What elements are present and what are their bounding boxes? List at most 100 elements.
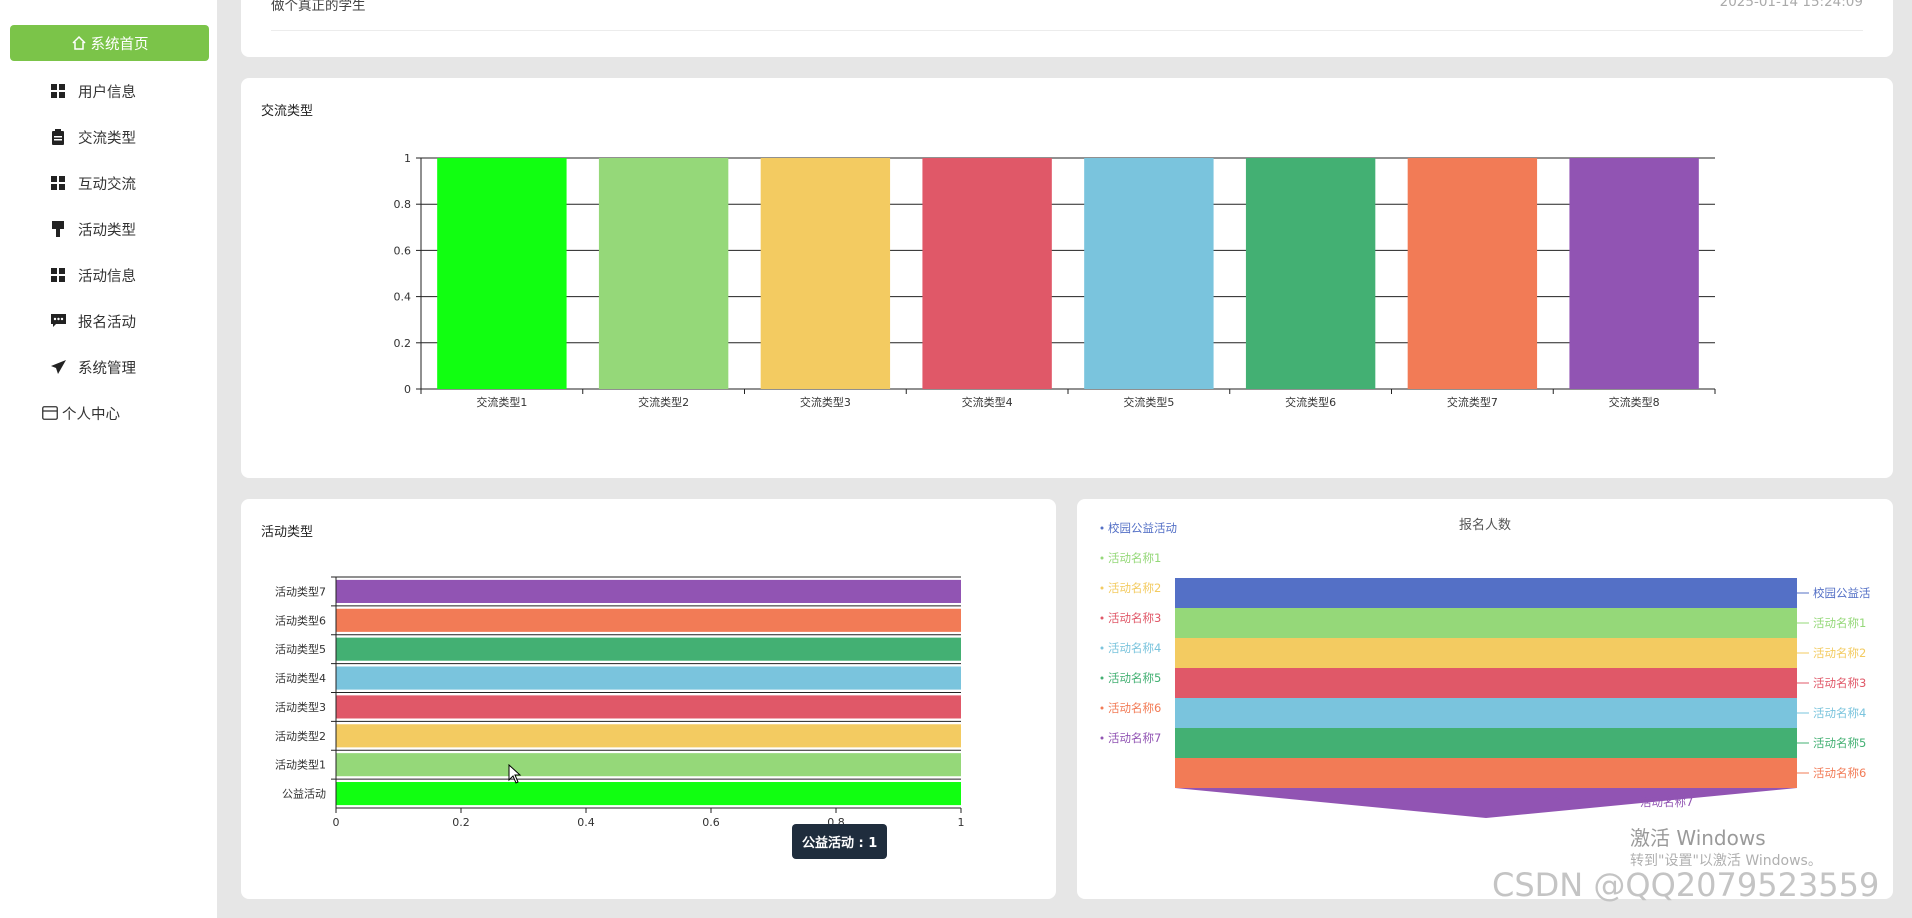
bar [336,753,961,777]
bar [1245,158,1376,389]
grid-icon [50,267,66,283]
y-tick-label: 公益活动 [282,787,326,801]
x-tick-label: 0 [333,816,340,829]
y-tick-label: 0.6 [394,244,412,257]
bar [1084,158,1214,389]
bar [336,666,961,690]
funnel-label: 活动名称6 [1813,766,1866,780]
notice-title: 做个真正的学生 [271,0,366,14]
chart-tooltip: 公益活动 : 1 [792,824,888,859]
funnel-label: 活动名称1 [1813,616,1866,630]
funnel-label: 活动名称4 [1813,706,1866,720]
y-tick-label: 0.4 [394,291,412,304]
brush-icon [50,221,66,237]
legend-marker [1100,736,1104,740]
signup-count-panel: 报名人数 校园公益活动 活动名称1 活动名称2 活动名称3 活动名称4 活动名称5 活动名称6… [1077,499,1893,899]
legend-marker [1100,676,1104,680]
legend-marker [1100,706,1104,710]
legend-item: 活动名称4 [1108,641,1161,655]
legend-marker [1100,556,1104,560]
legend-item: 校园公益活动 [1108,521,1177,535]
legend-item: 活动名称3 [1108,611,1161,625]
bar [336,695,961,719]
legend-item: 活动名称6 [1108,701,1161,715]
legend-marker [1100,616,1104,620]
x-tick-label: 1 [958,816,965,829]
legend-item: 活动名称2 [1108,581,1161,595]
legend-marker [1100,586,1104,590]
bar [336,724,961,748]
bar [598,158,729,389]
mouse-cursor-icon [508,764,522,784]
activity-type-panel: 活动类型 公益活动 活动类型1 活动类型2 活动类型3 活动类型4 活动类型5 活动类型6 活… [241,499,1056,899]
send-icon [50,359,66,375]
home-icon [71,35,87,51]
sidebar-item-signup[interactable]: 报名活动 [10,303,209,339]
y-tick-label: 0.8 [394,198,412,211]
csdn-watermark: CSDN @QQ2079523559 [1492,866,1880,904]
x-tick-label: 交流类型5 [1123,395,1174,409]
activity-type-chart: 公益活动 活动类型1 活动类型2 活动类型3 活动类型4 活动类型5 活动类型6 活动类型7 0… [275,576,965,829]
panel-title: 交流类型 [261,104,314,119]
sidebar-item-activity-type[interactable]: 活动类型 [10,211,209,247]
windows-activation-hint: 转到"设置"以激活 Windows。 [1630,853,1822,869]
sidebar-item-activity-info[interactable]: 活动信息 [10,257,209,293]
legend-item: 活动名称5 [1108,671,1161,685]
sidebar-item-profile[interactable]: 个人中心 [10,395,209,431]
card-icon [42,405,58,421]
sidebar-item-home[interactable]: 系统首页 [10,25,209,61]
y-tick-label: 1 [404,152,411,165]
sidebar-item-label: 个人中心 [62,406,120,423]
y-tick-label: 活动类型4 [275,671,326,685]
funnel-segment [1175,788,1797,818]
sidebar-item-exchange-type[interactable]: 交流类型 [10,119,209,155]
x-tick-label: 0.6 [702,816,720,829]
x-tick-label: 交流类型8 [1609,395,1660,409]
bar [1407,158,1538,389]
x-tick-label: 交流类型4 [962,395,1013,409]
sidebar-item-label: 互动交流 [78,176,136,193]
x-tick-label: 交流类型1 [476,395,527,409]
panel-title: 活动类型 [261,525,314,540]
bar [336,637,961,661]
clipboard-icon [50,129,66,145]
exchange-type-chart: 0 0.2 0.4 0.6 0.8 1 交流类型1 交流类型2 交流类型3 交流类型4 交流类型5 交… [394,152,1716,409]
funnel-segment [1175,758,1797,788]
sidebar-item-label: 活动信息 [78,268,136,285]
notice-panel: 做个真正的学生 2025-01-14 15:24:09 [241,0,1893,57]
bar [336,608,961,632]
list-item[interactable]: 做个真正的学生 2025-01-14 15:24:09 [271,0,1863,31]
x-tick-label: 0.4 [577,816,595,829]
funnel-segment [1175,728,1797,758]
sidebar-item-user-info[interactable]: 用户信息 [10,73,209,109]
bar [336,782,961,806]
y-tick-label: 0 [404,383,411,396]
exchange-type-panel: 交流类型 0 0.2 0.4 0.6 0.8 1 交流类型1 交流类型2 交流类型3 交流类型4 交… [241,78,1893,478]
label-line [1546,797,1638,803]
bar [437,158,567,389]
bar [922,158,1052,389]
x-tick-label: 交流类型3 [800,395,851,409]
bar [760,158,891,389]
legend-item: 活动名称1 [1108,551,1161,565]
x-tick-label: 0.2 [452,816,470,829]
windows-activation-watermark: 激活 Windows [1630,826,1766,850]
y-tick-label: 活动类型3 [275,700,326,714]
y-tick-label: 活动类型2 [275,729,326,743]
y-tick-label: 活动类型5 [275,642,326,656]
y-tick-label: 0.2 [394,337,412,350]
sidebar-item-system[interactable]: 系统管理 [10,349,209,385]
funnel-segment [1175,638,1797,668]
grid-icon [50,175,66,191]
x-tick-label: 交流类型2 [638,395,689,409]
grid-icon [50,83,66,99]
sidebar: 系统首页 用户信息 交流类型 互动交流 活动类型 活动信息 报名 [0,0,217,918]
funnel-segment [1175,608,1797,638]
sidebar-item-interaction[interactable]: 互动交流 [10,165,209,201]
funnel-label: 活动名称5 [1813,736,1866,750]
funnel-label: 校园公益活 [1813,586,1871,600]
sidebar-item-label: 用户信息 [78,84,136,101]
sidebar-item-label: 交流类型 [78,130,136,147]
sidebar-item-label: 活动类型 [78,222,136,239]
